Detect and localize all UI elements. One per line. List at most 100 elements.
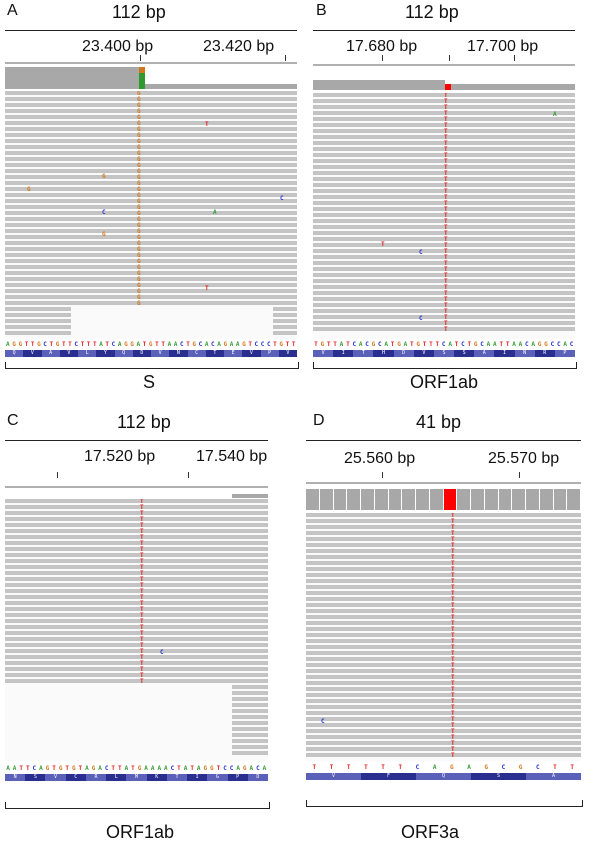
reference-base: A: [432, 764, 437, 771]
reference-base: G: [242, 341, 247, 348]
variant-base: T: [140, 672, 144, 679]
variant-base: T: [140, 660, 144, 667]
reference-base: T: [248, 341, 253, 348]
read: [306, 513, 581, 517]
variant-base: T: [451, 698, 455, 705]
variant-base: T: [444, 146, 448, 153]
reference-base: T: [19, 765, 24, 772]
variant-base: G: [137, 264, 141, 271]
read: [313, 225, 575, 229]
read: [306, 627, 581, 631]
variant-base: G: [137, 210, 141, 217]
span-line: [306, 440, 581, 441]
read: [5, 241, 297, 245]
variant-base: T: [451, 513, 455, 519]
variant-base: T: [444, 194, 448, 201]
read: [5, 571, 268, 575]
amino-acid: I: [494, 350, 515, 357]
variant-base: T: [140, 588, 144, 595]
amino-acid: L: [106, 774, 127, 781]
reference-base: A: [403, 341, 408, 348]
variant-base: T: [451, 560, 455, 567]
position-label: 25.570 bp: [488, 450, 560, 467]
reference-base: C: [229, 765, 234, 772]
amino-acid: D: [132, 350, 151, 357]
variant-base: G: [137, 252, 141, 259]
variant-base: T: [444, 200, 448, 207]
read: [232, 703, 268, 707]
variant-base: T: [451, 710, 455, 717]
amino-acid: S: [471, 773, 526, 780]
variant-base: G: [137, 294, 141, 301]
reference-base: T: [52, 765, 57, 772]
read: [306, 525, 581, 529]
mismatch-base: C: [321, 718, 325, 725]
reference-base: A: [531, 341, 536, 348]
read: [5, 643, 268, 647]
read: [306, 699, 581, 703]
variant-base: T: [444, 152, 448, 159]
read: [313, 201, 575, 205]
region-bar: [5, 486, 268, 488]
reference-base: A: [144, 765, 149, 772]
read: [306, 717, 581, 721]
gene-bracket: [313, 362, 577, 369]
variant-base: G: [137, 102, 141, 109]
read: [5, 505, 268, 509]
variant-base: T: [444, 176, 448, 183]
amino-acid: I: [333, 350, 354, 357]
gene-bracket: [5, 362, 299, 369]
variant-base: T: [140, 582, 144, 589]
read: [306, 585, 581, 589]
variant-base: T: [140, 636, 144, 643]
read: [5, 307, 71, 311]
coverage-column: [402, 489, 415, 510]
variant-base: T: [444, 248, 448, 255]
reference-base: T: [161, 341, 166, 348]
read: [313, 231, 575, 235]
reference-base: A: [157, 765, 162, 772]
position-label: 17.540 bp: [196, 448, 268, 465]
amino-acid: V: [59, 350, 78, 357]
reference-base: A: [249, 765, 254, 772]
coverage-column: [361, 489, 374, 510]
reference-base: A: [173, 341, 178, 348]
position-label: 17.680 bp: [346, 38, 418, 55]
reference-base: C: [378, 341, 383, 348]
read: [306, 663, 581, 667]
read: [313, 279, 575, 283]
read: [306, 573, 581, 577]
read: [232, 739, 268, 743]
variant-base: T: [140, 528, 144, 535]
reference-base: A: [98, 765, 103, 772]
reference-base: G: [71, 765, 77, 772]
reference-base: C: [365, 341, 370, 348]
variant-base: T: [444, 164, 448, 171]
variant-base: T: [444, 122, 448, 129]
read: [5, 229, 297, 233]
reference-base: C: [254, 341, 259, 348]
variant-base: G: [137, 91, 141, 97]
variant-base: G: [137, 258, 141, 265]
position-label: 23.400 bp: [82, 38, 154, 55]
reference-base: A: [229, 341, 234, 348]
read: [306, 711, 581, 715]
read: [306, 603, 581, 607]
gene-label: S: [143, 372, 156, 392]
ruler-tick: [382, 55, 383, 61]
read: [313, 213, 575, 217]
variant-base: G: [137, 228, 141, 235]
coverage-track: [232, 494, 268, 498]
reference-base: T: [390, 341, 395, 348]
read: [5, 517, 268, 521]
reference-base: T: [329, 764, 334, 771]
read: [5, 679, 268, 683]
reference-base: G: [279, 341, 284, 348]
position-label: 17.520 bp: [84, 448, 156, 465]
read: [5, 619, 268, 623]
variant-base: G: [137, 132, 141, 139]
variant-base: T: [444, 93, 448, 99]
amino-acid: E: [224, 350, 243, 357]
variant-base: T: [444, 224, 448, 231]
